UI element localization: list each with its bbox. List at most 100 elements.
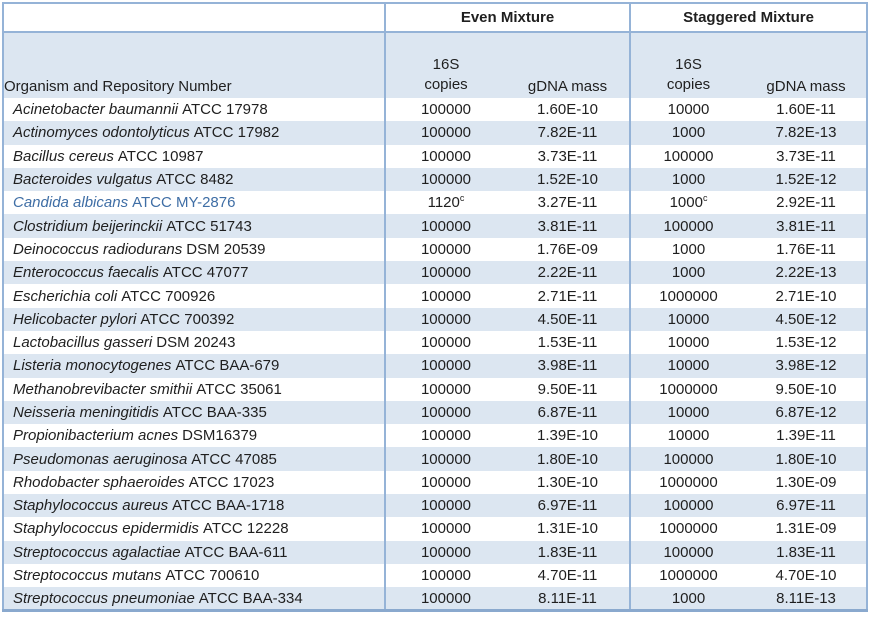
even-gdna-mass-cell: 7.82E-11 xyxy=(506,121,630,145)
staggered-16s-copies-cell: 1000 xyxy=(629,167,746,192)
staggered-gdna-mass-cell: 2.22E-13 xyxy=(746,261,867,285)
organism-name: Streptococcus mutans xyxy=(13,567,162,585)
even-gdna-mass-cell: 6.97E-11 xyxy=(506,494,630,518)
copies-value: 100000 xyxy=(420,147,472,165)
staggered-16s-copies-cell: 10000 xyxy=(629,98,746,122)
staggered-16s-copies-cell: 100000 xyxy=(629,447,746,471)
organism-cell: Neisseria meningitidis ATCC BAA-335 xyxy=(3,400,385,425)
even-gdna-mass-cell: 1.30E-10 xyxy=(537,473,598,491)
even-16s-copies-cell: 100000 xyxy=(384,214,506,238)
table-row: Escherichia coli ATCC 700926 100000 2.71E… xyxy=(3,284,867,308)
staggered-16s-copies-cell: 1000 xyxy=(629,121,746,145)
even-gdna-mass-cell: 3.27E-11 xyxy=(537,194,598,212)
copies-value: 1000 xyxy=(671,589,706,607)
table-row: Streptococcus mutans ATCC 700610 100000 4… xyxy=(3,563,867,588)
even-16s-copies-cell: 100000 xyxy=(384,237,506,262)
staggered-16s-copies-cell: 100000 xyxy=(629,144,746,168)
staggered-16s-copies-cell: 100000 xyxy=(629,540,746,564)
even-gdna-mass-cell: 4.50E-11 xyxy=(506,307,630,331)
repository-number: ATCC MY-2876 xyxy=(132,194,236,212)
even-16s-copies-cell: 100000 xyxy=(384,377,506,401)
even-gdna-mass-cell: 2.71E-11 xyxy=(537,287,598,305)
repository-number: DSM 20243 xyxy=(156,334,236,352)
repository-number: ATCC 700926 xyxy=(121,287,216,305)
repository-number: ATCC 8482 xyxy=(156,171,234,189)
organism-cell: Staphylococcus epidermidis ATCC 12228 xyxy=(3,517,385,540)
table-row: Candida albicans ATCC MY-2876 1120 c 3.27E… xyxy=(3,191,867,215)
staggered-16s-copies-cell: 10000 xyxy=(629,307,746,331)
table-row: Lactobacillus gasseri DSM 20243 100000 1.… xyxy=(3,330,867,355)
organism-cell: Staphylococcus aureus ATCC BAA-1718 xyxy=(3,494,385,518)
table-row: Streptococcus agalactiae ATCC BAA-611 100… xyxy=(3,540,867,564)
repository-number: ATCC 700610 xyxy=(165,567,260,585)
copies-value: 100000 xyxy=(420,101,472,119)
repository-number: ATCC 17023 xyxy=(188,473,275,491)
even-gdna-mass-header: gDNA mass xyxy=(506,32,630,98)
organism-cell: Helicobacter pylori ATCC 700392 xyxy=(3,307,385,331)
table-row: Methanobrevibacter smithii ATCC 35061 100… xyxy=(3,377,867,401)
even-16s-copies-cell: 100000 xyxy=(384,587,506,611)
even-16s-copies-cell: 100000 xyxy=(384,354,506,378)
even-16s-copies-cell: 100000 xyxy=(384,517,506,541)
even-gdna-mass-cell: 3.81E-11 xyxy=(506,214,630,238)
sub-header-row: Organism and Repository Number 16S copie… xyxy=(3,32,867,98)
staggered-gdna-mass-cell: 3.98E-12 xyxy=(746,354,867,378)
repository-number: ATCC 47085 xyxy=(191,450,277,468)
organism-name: Lactobacillus gasseri xyxy=(13,334,153,352)
table-row: Pseudomonas aeruginosa ATCC 47085 100000 … xyxy=(3,447,867,471)
staggered-gdna-mass-cell: 1.76E-11 xyxy=(776,240,836,258)
organism-name: Methanobrevibacter smithii xyxy=(13,380,193,398)
copies-value: 1000 xyxy=(671,171,706,189)
staggered-gdna-mass-cell: 4.50E-12 xyxy=(746,307,867,331)
staggered-gdna-mass-cell: 2.71E-10 xyxy=(775,287,837,305)
organism-cell: Bacillus cereus ATCC 10987 xyxy=(3,145,385,168)
even-16s-copies-cell: 100000 xyxy=(384,98,506,122)
organism-cell: Actinomyces odontolyticus ATCC 17982 xyxy=(3,121,385,145)
staggered-gdna-mass-cell: 1.60E-11 xyxy=(776,101,836,119)
organism-name: Bacteroides vulgatus xyxy=(13,171,153,189)
organism-name: Deinococcus radiodurans xyxy=(13,240,183,258)
even-gdna-mass-cell: 1.60E-10 xyxy=(537,101,598,119)
staggered-16s-copies-cell: 1000000 xyxy=(629,284,746,308)
footnote-marker: c xyxy=(702,193,708,204)
staggered-16s-copies-cell: 1000000 xyxy=(629,563,746,588)
staggered-gdna-mass-cell: 3.81E-11 xyxy=(746,214,867,238)
copies-value: 10000 xyxy=(667,334,710,352)
copies-value: 100000 xyxy=(420,380,472,398)
repository-number: DSM16379 xyxy=(182,427,258,445)
organism-name: Neisseria meningitidis xyxy=(13,404,159,421)
copies-value: 1120 xyxy=(427,194,460,212)
table-row: Acinetobacter baumannii ATCC 17978 100000… xyxy=(3,98,867,122)
even-gdna-mass-cell: 1.80E-10 xyxy=(506,447,630,471)
staggered-gdna-mass-cell: 9.50E-10 xyxy=(775,380,837,398)
even-16s-copies-cell: 100000 xyxy=(384,167,506,192)
organism-cell: Methanobrevibacter smithii ATCC 35061 xyxy=(3,378,385,401)
organism-cell: Pseudomonas aeruginosa ATCC 47085 xyxy=(3,447,385,471)
organism-name: Rhodobacter sphaeroides xyxy=(13,473,185,491)
even-gdna-mass-cell: 1.53E-11 xyxy=(537,334,598,352)
header-line-16s: 16S xyxy=(432,56,460,73)
staggered-16s-copies-cell: 10000 xyxy=(629,400,746,425)
organism-cell: Escherichia coli ATCC 700926 xyxy=(3,284,385,307)
copies-value: 1000000 xyxy=(659,473,718,491)
repository-number: ATCC BAA-334 xyxy=(198,589,303,607)
repository-number: ATCC 700392 xyxy=(140,310,235,328)
organism-name: Candida albicans xyxy=(13,194,129,212)
organism-name: Listeria monocytogenes xyxy=(13,357,172,375)
even-16s-copies-cell: 100000 xyxy=(384,494,506,518)
even-16s-copies-cell: 100000 xyxy=(384,330,506,355)
copies-value: 1000000 xyxy=(659,380,718,398)
staggered-16s-copies-cell: 1000000 xyxy=(629,377,746,401)
even-16s-copies-cell: 100000 xyxy=(384,261,506,285)
staggered-16s-copies-header: 16S copies xyxy=(629,32,746,98)
copies-value: 100000 xyxy=(420,543,472,561)
organism-name: Streptococcus agalactiae xyxy=(13,543,181,561)
repository-number: ATCC 17982 xyxy=(193,124,280,142)
even-16s-copies-cell: 100000 xyxy=(384,470,506,495)
organism-name: Helicobacter pylori xyxy=(13,310,137,328)
repository-number: ATCC BAA-1718 xyxy=(172,497,285,515)
copies-value: 100000 xyxy=(420,171,472,189)
header-line-copies: copies xyxy=(666,76,711,93)
staggered-16s-copies-cell: 1000000 xyxy=(629,470,746,495)
